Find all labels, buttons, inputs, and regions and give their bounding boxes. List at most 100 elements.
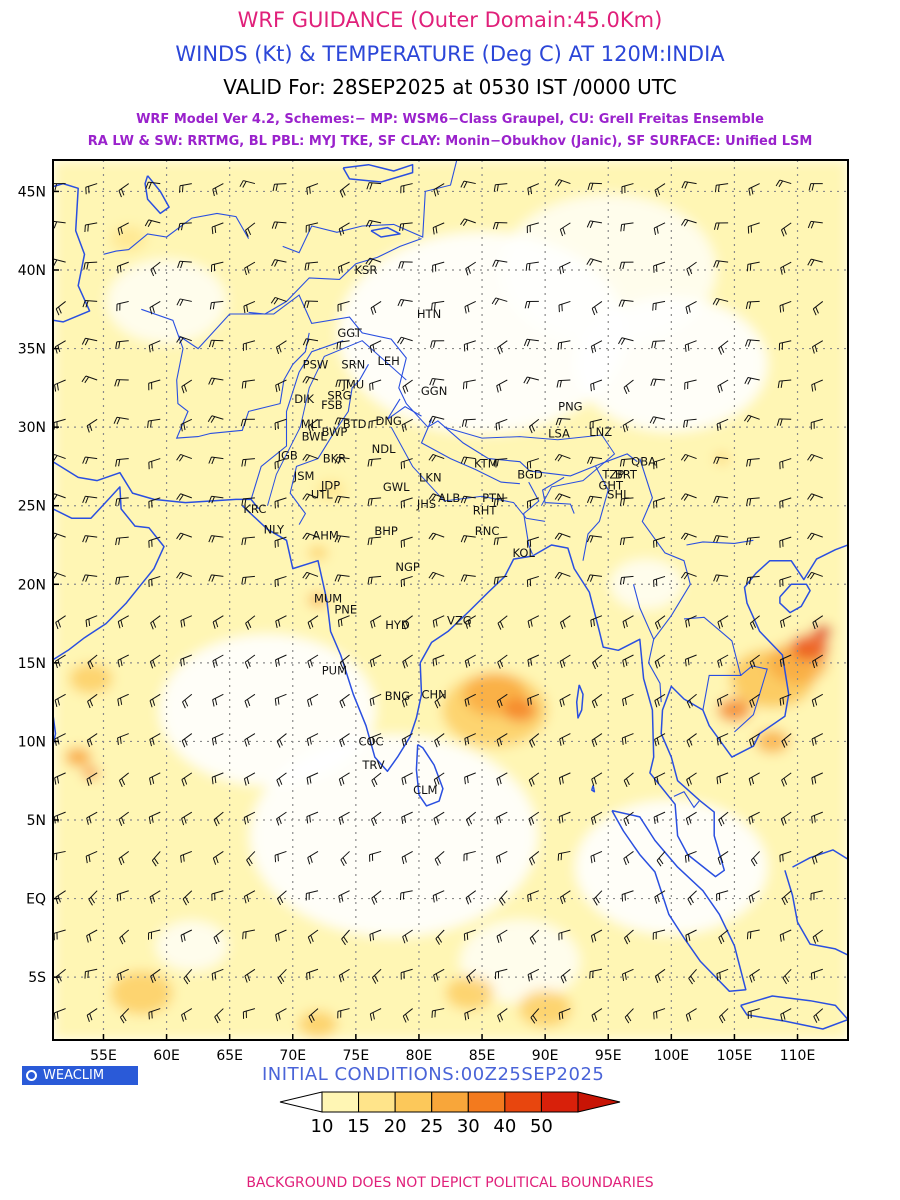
wind-barb-421 bbox=[718, 811, 729, 827]
station-label: NLY bbox=[264, 522, 285, 536]
station-label: HTN bbox=[417, 307, 441, 321]
shade-blob-7 bbox=[155, 920, 228, 971]
wind-barb-253 bbox=[148, 575, 161, 588]
station-label: BRT bbox=[615, 467, 638, 481]
wind-barb-518 bbox=[621, 968, 634, 982]
river-brahmaputra bbox=[444, 426, 616, 506]
wind-barb-447 bbox=[750, 851, 761, 867]
wind-barb-81 bbox=[243, 300, 256, 314]
wind-barb-270 bbox=[680, 571, 697, 580]
border-d bbox=[523, 481, 540, 555]
lat-tick-label: 15N bbox=[18, 656, 46, 672]
station-label: LSA bbox=[548, 426, 570, 440]
logo-circle-icon bbox=[26, 1070, 37, 1081]
wind-barb-69 bbox=[653, 261, 666, 273]
wind-barb-418 bbox=[623, 811, 634, 826]
wind-barb-182 bbox=[274, 458, 287, 470]
wind-barb-265 bbox=[526, 575, 539, 588]
lon-tick-label: 60E bbox=[153, 1048, 180, 1064]
wind-barb-313 bbox=[464, 654, 476, 668]
legend-level-label: 40 bbox=[493, 1116, 516, 1137]
temperature-legend: 10 15 20 25 30 40 50 bbox=[279, 1091, 621, 1137]
wind-barb-99 bbox=[812, 301, 824, 316]
lat-tick-label: 20N bbox=[18, 577, 46, 593]
wind-barb-34 bbox=[338, 222, 350, 236]
wind-barb-490 bbox=[529, 929, 540, 945]
wind-barb-330 bbox=[212, 693, 224, 707]
border-j bbox=[734, 665, 768, 733]
wind-barb-153 bbox=[147, 418, 161, 428]
wind-barb-376 bbox=[86, 772, 98, 786]
shade-blob-28 bbox=[110, 225, 147, 252]
wind-barb-299 bbox=[812, 615, 824, 630]
shade-blob-17 bbox=[790, 633, 830, 661]
wind-barb-343 bbox=[622, 693, 634, 707]
wind-barb-185 bbox=[367, 458, 382, 467]
wind-barb-288 bbox=[465, 615, 476, 629]
wind-barb-536 bbox=[402, 1008, 413, 1023]
wind-barb-65 bbox=[525, 261, 539, 271]
wind-barb-406 bbox=[243, 811, 256, 825]
wind-barb-13 bbox=[460, 180, 476, 189]
wind-barb-524 bbox=[810, 968, 823, 981]
station-label: GGT bbox=[337, 326, 362, 340]
wind-barb-3 bbox=[145, 181, 161, 190]
wind-barb-456 bbox=[243, 890, 256, 904]
wind-barb-351 bbox=[86, 733, 98, 748]
wind-barb-29 bbox=[177, 222, 192, 231]
station-label: JHS bbox=[416, 497, 436, 511]
wind-barb-414 bbox=[496, 811, 508, 825]
wind-barb-177 bbox=[115, 458, 129, 467]
wind-barb-194 bbox=[653, 458, 666, 470]
wind-barb-370 bbox=[686, 733, 697, 748]
station-label: ALB bbox=[438, 491, 460, 505]
wind-barb-52 bbox=[116, 261, 129, 274]
wind-barb-254 bbox=[176, 571, 192, 580]
aral bbox=[144, 175, 170, 215]
wind-barb-354 bbox=[181, 733, 193, 748]
wind-barb-368 bbox=[621, 733, 634, 745]
legend-level-label: 50 bbox=[530, 1116, 553, 1137]
wind-barb-199 bbox=[807, 453, 823, 462]
station-label: PSW bbox=[303, 357, 329, 371]
wind-barb-189 bbox=[493, 458, 508, 467]
wind-barb-515 bbox=[527, 968, 540, 982]
wind-barb-292 bbox=[590, 615, 603, 628]
station-label: PUM bbox=[322, 664, 347, 678]
wind-barb-218 bbox=[619, 497, 634, 506]
wind-barb-159 bbox=[334, 417, 350, 425]
wind-barb-18 bbox=[621, 183, 634, 194]
wind-barb-7 bbox=[272, 183, 287, 192]
wind-barb-48 bbox=[780, 222, 792, 237]
wind-barb-79 bbox=[176, 298, 192, 307]
station-label: KTM bbox=[474, 456, 498, 470]
lat-tick-label: 40N bbox=[18, 263, 46, 279]
wind-barb-303 bbox=[149, 654, 161, 669]
wind-barb-473 bbox=[781, 890, 792, 906]
wind-barb-169 bbox=[649, 416, 666, 424]
wind-barb-420 bbox=[685, 811, 697, 826]
wind-barb-217 bbox=[586, 495, 602, 504]
wind-barb-377 bbox=[118, 772, 130, 787]
station-label: JGB bbox=[277, 448, 298, 462]
wind-barb-358 bbox=[306, 733, 319, 746]
wind-barb-439 bbox=[496, 850, 508, 864]
shade-blob-24 bbox=[110, 971, 173, 1015]
wind-barb-477 bbox=[119, 929, 130, 945]
wind-barb-334 bbox=[339, 693, 350, 709]
wind-barb-236 bbox=[400, 536, 413, 548]
wind-barb-277 bbox=[117, 615, 129, 629]
wind-barb-90 bbox=[524, 300, 539, 309]
wind-barb-458 bbox=[305, 890, 319, 901]
wind-barb-75 bbox=[55, 301, 66, 316]
wind-barb-441 bbox=[557, 850, 571, 861]
wind-barb-165 bbox=[528, 418, 540, 434]
wind-barb-115 bbox=[523, 338, 539, 347]
wind-barb-453 bbox=[149, 890, 161, 904]
wind-barb-512 bbox=[433, 968, 445, 982]
wind-barb-460 bbox=[371, 890, 382, 905]
station-label: UTL bbox=[311, 488, 333, 502]
shade-blob-19 bbox=[717, 698, 752, 722]
lon-tick-label: 55E bbox=[90, 1048, 117, 1064]
shade-blob-14 bbox=[503, 698, 537, 722]
